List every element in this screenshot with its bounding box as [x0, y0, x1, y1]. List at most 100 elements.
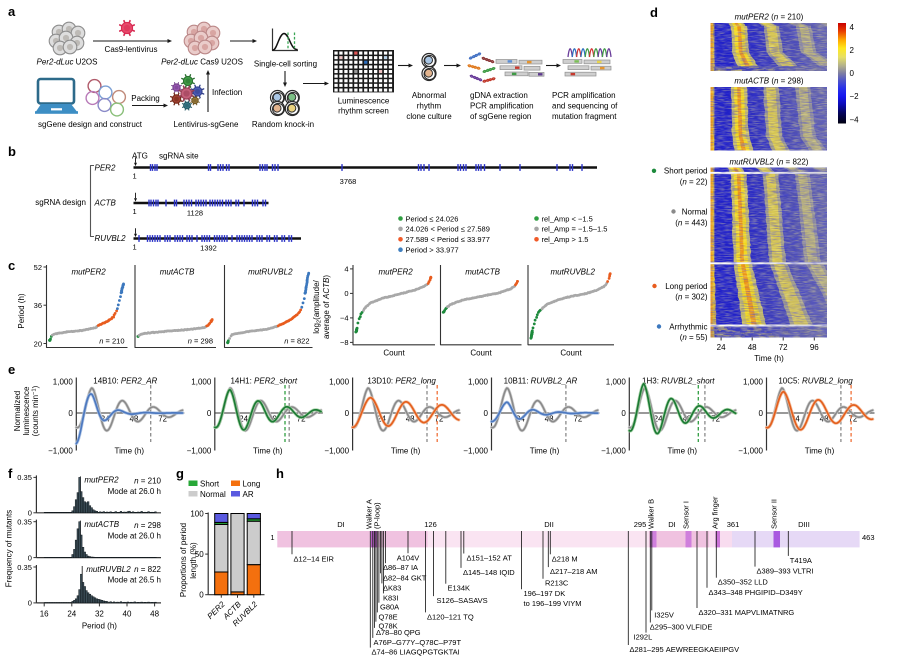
svg-text:log2(amplitude/: log2(amplitude/: [312, 279, 323, 333]
svg-text:Δ151–152 AT: Δ151–152 AT: [467, 554, 513, 563]
svg-text:Lentivirus-sgGene: Lentivirus-sgGene: [174, 120, 239, 129]
svg-text:4: 4: [850, 23, 855, 32]
svg-text:sgRNA site: sgRNA site: [159, 152, 199, 161]
svg-text:G80A: G80A: [380, 603, 399, 612]
svg-text:n = 298: n = 298: [134, 521, 161, 530]
svg-text:Short: Short: [200, 479, 220, 488]
svg-text:Δ86–87 IA: Δ86–87 IA: [383, 563, 418, 572]
svg-text:−4: −4: [340, 314, 349, 323]
svg-text:Arrhythmic: Arrhythmic: [669, 322, 707, 331]
svg-text:Δ389–393 VLTRI: Δ389–393 VLTRI: [757, 567, 814, 576]
svg-text:Δ120–121 TQ: Δ120–121 TQ: [427, 612, 474, 621]
svg-text:Mode at 26.5 h: Mode at 26.5 h: [108, 575, 161, 584]
svg-text:A76P–G77Y–Q78C–P79T: A76P–G77Y–Q78C–P79T: [374, 638, 462, 647]
svg-text:Long: Long: [243, 479, 261, 488]
svg-text:f: f: [8, 466, 13, 481]
svg-text:1: 1: [133, 172, 137, 181]
svg-text:14B10: PER2_AR: 14B10: PER2_AR: [93, 377, 157, 386]
svg-text:16: 16: [40, 610, 49, 619]
svg-text:−1,000: −1,000: [187, 447, 212, 456]
svg-text:Mode at 26.0 h: Mode at 26.0 h: [108, 487, 161, 496]
svg-text:mutPER2: mutPER2: [378, 268, 413, 277]
svg-text:mutACTB: mutACTB: [84, 520, 119, 529]
svg-text:Count: Count: [560, 349, 582, 358]
svg-text:1128: 1128: [187, 209, 203, 218]
svg-text:Period ≤ 24.026: Period ≤ 24.026: [406, 214, 459, 223]
svg-text:−2: −2: [850, 92, 860, 101]
svg-text:mutPER2: mutPER2: [84, 475, 119, 484]
svg-text:Δ295–300 VLFIDE: Δ295–300 VLFIDE: [650, 623, 713, 632]
svg-text:−4: −4: [850, 115, 860, 124]
svg-text:Δ218 M: Δ218 M: [552, 554, 578, 563]
svg-text:ATG: ATG: [132, 152, 148, 161]
svg-text:Packing: Packing: [131, 94, 159, 103]
svg-text:0: 0: [28, 599, 32, 608]
svg-text:Time (h): Time (h): [668, 447, 698, 456]
svg-text:e: e: [8, 362, 15, 377]
svg-text:126: 126: [424, 520, 437, 529]
svg-text:24: 24: [67, 610, 76, 619]
svg-text:361: 361: [727, 520, 740, 529]
svg-text:1,000: 1,000: [53, 378, 74, 387]
svg-text:14H1: PER2_short: 14H1: PER2_short: [230, 377, 297, 386]
svg-text:48: 48: [150, 610, 159, 619]
svg-text:1,000: 1,000: [606, 378, 627, 387]
svg-text:rhythm: rhythm: [417, 102, 442, 111]
svg-text:(n = 302): (n = 302): [675, 293, 708, 302]
svg-text:Proportions of period: Proportions of period: [179, 523, 188, 597]
svg-text:of sgGene region: of sgGene region: [470, 112, 531, 121]
svg-text:n = 210: n = 210: [134, 476, 161, 485]
svg-text:n = 822: n = 822: [284, 337, 309, 346]
svg-text:R213C: R213C: [545, 579, 569, 588]
svg-text:T419A: T419A: [790, 556, 812, 565]
svg-text:196–197 DK: 196–197 DK: [524, 589, 566, 598]
svg-text:Δ343–348 PHGIPID–D349Y: Δ343–348 PHGIPID–D349Y: [709, 588, 803, 597]
svg-text:K83I: K83I: [383, 593, 398, 602]
svg-text:c: c: [8, 258, 15, 273]
svg-text:Cas9-lentivirus: Cas9-lentivirus: [105, 45, 158, 54]
svg-text:Time (h): Time (h): [805, 447, 835, 456]
svg-text:0: 0: [345, 409, 350, 418]
svg-text:0: 0: [759, 409, 764, 418]
svg-text:Period > 33.977: Period > 33.977: [406, 246, 459, 255]
svg-text:RUVBL2: RUVBL2: [95, 234, 127, 243]
svg-text:mutRUVBL2: mutRUVBL2: [550, 268, 595, 277]
svg-text:sgGene design and construct: sgGene design and construct: [38, 120, 143, 129]
svg-text:E134K: E134K: [448, 584, 471, 593]
svg-text:Δ145–148 IQID: Δ145–148 IQID: [463, 568, 515, 577]
svg-text:PER2: PER2: [95, 164, 116, 173]
svg-text:1,000: 1,000: [329, 378, 350, 387]
svg-text:32: 32: [95, 610, 104, 619]
svg-text:d: d: [650, 5, 658, 20]
svg-text:27.589 < Period ≤ 33.977: 27.589 < Period ≤ 33.977: [406, 235, 490, 244]
svg-text:13D10: PER2_long: 13D10: PER2_long: [367, 377, 436, 386]
svg-text:−1,000: −1,000: [738, 447, 763, 456]
svg-text:Δ350–352 LLD: Δ350–352 LLD: [718, 578, 769, 587]
svg-text:Q78E: Q78E: [379, 612, 398, 621]
svg-text:(n = 22): (n = 22): [680, 177, 708, 186]
svg-text:n = 298: n = 298: [188, 337, 213, 346]
svg-text:DI: DI: [337, 520, 345, 529]
svg-text:1: 1: [270, 533, 274, 542]
svg-text:−1,000: −1,000: [601, 447, 626, 456]
svg-text:mutation fragment: mutation fragment: [552, 112, 617, 121]
svg-text:(n = 443): (n = 443): [675, 218, 708, 227]
svg-text:0.35: 0.35: [17, 518, 32, 527]
svg-text:1: 1: [133, 207, 137, 216]
svg-text:463: 463: [862, 533, 875, 542]
svg-text:0: 0: [850, 69, 855, 78]
svg-text:luminescence: luminescence: [22, 386, 31, 435]
svg-text:Walker B: Walker B: [647, 499, 656, 529]
svg-text:Count: Count: [383, 349, 405, 358]
svg-text:Random knock-in: Random knock-in: [252, 120, 314, 129]
svg-text:mutRUVBL2: mutRUVBL2: [248, 268, 293, 277]
svg-text:0: 0: [207, 409, 212, 418]
svg-text:295: 295: [634, 520, 647, 529]
svg-text:4: 4: [344, 265, 348, 274]
svg-text:Δ281–295 AEWREEGKAEIIPGV: Δ281–295 AEWREEGKAEIIPGV: [630, 645, 740, 654]
svg-text:mutACTB: mutACTB: [160, 268, 195, 277]
svg-text:Sensor II: Sensor II: [770, 499, 779, 529]
svg-text:48: 48: [748, 343, 757, 352]
svg-text:−1,000: −1,000: [48, 447, 73, 456]
svg-text:Time (h): Time (h): [391, 447, 421, 456]
